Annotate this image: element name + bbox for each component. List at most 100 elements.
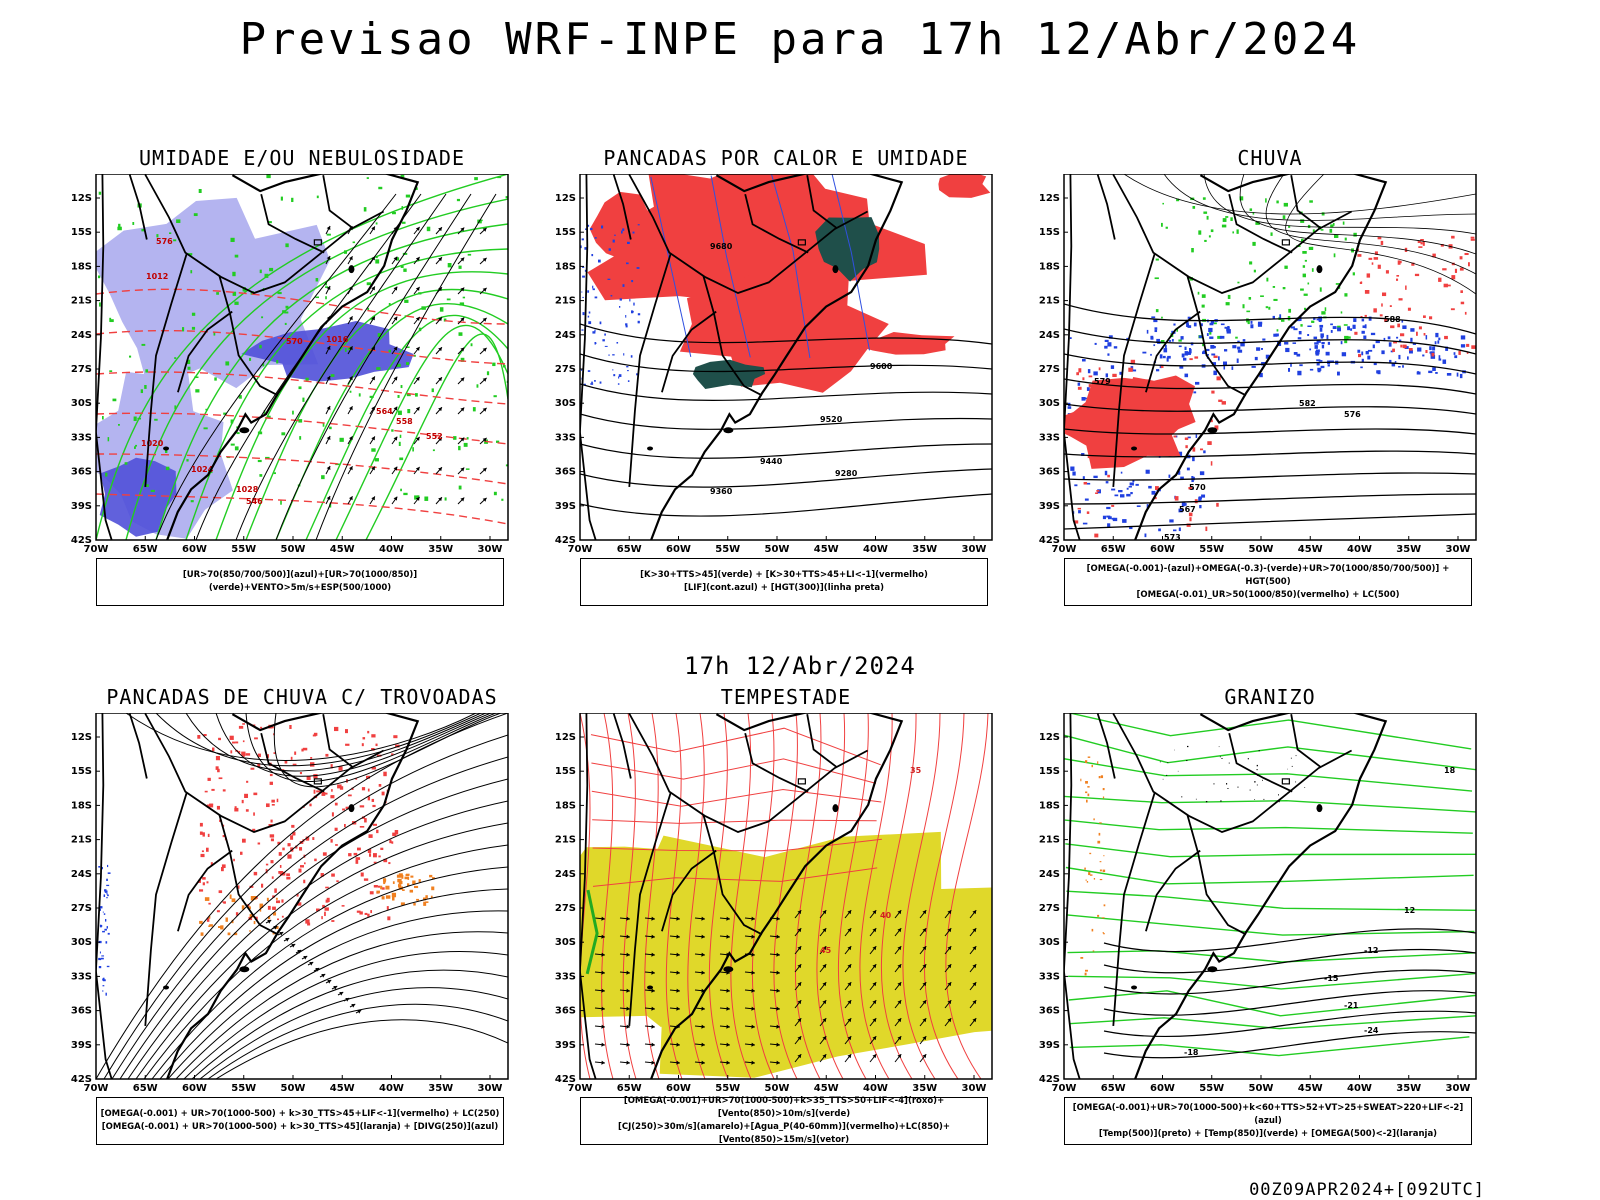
lat-tick-label: 36S [71, 467, 92, 478]
legend-caption: [UR>70(850/700/500)](azul)+[UR>70(1000/8… [96, 558, 504, 606]
panel-chuva: CHUVA 588 582 576 570 567 573 579 12S 15S 18S 21S 2… [1030, 146, 1510, 616]
contour-label: 18 [1444, 766, 1456, 775]
map-plot: 9680 9600 9520 9440 9360 9280 12S 15S 18S 21S 24S 2… [555, 174, 993, 555]
lat-tick-label: 12S [71, 193, 92, 204]
contour-label: 558 [396, 417, 413, 426]
contour-label: -18 [1184, 1048, 1199, 1057]
lat-tick-label: 36S [1039, 1006, 1060, 1017]
lat-tick-label: 39S [1039, 1040, 1060, 1051]
lat-tick-label: 15S [1039, 227, 1060, 238]
contour-label: 564 [376, 407, 393, 416]
lon-tick-label: 35W [912, 544, 937, 555]
lat-tick-label: 24S [71, 330, 92, 341]
lon-tick-label: 55W [1199, 1083, 1224, 1094]
contour-label: -21 [1344, 1001, 1359, 1010]
lon-tick-label: 50W [281, 544, 306, 555]
lat-tick-label: 24S [1039, 869, 1060, 880]
lon-tick-label: 35W [912, 1083, 937, 1094]
panel-title: PANCADAS DE CHUVA C/ TROVOADAS [106, 685, 498, 709]
lat-tick-label: 18S [1039, 261, 1060, 272]
lat-tick-label: 27S [1039, 903, 1060, 914]
lon-tick-label: 45W [330, 544, 355, 555]
lat-tick-label: 27S [555, 364, 576, 375]
lon-tick-label: 30W [1446, 1083, 1471, 1094]
lat-tick-label: 30S [1039, 937, 1060, 948]
footer-run-info: 00Z09APR2024+[092UTC] [1249, 1180, 1485, 1200]
lon-tick-label: 45W [814, 544, 839, 555]
contour-label: 546 [246, 497, 263, 506]
contour-label: 576 [156, 237, 173, 246]
legend-caption-line: [CJ(250)>30m/s](amarelo)+[Agua_P(40-60mm… [617, 1122, 951, 1145]
lat-tick-label: 27S [1039, 364, 1060, 375]
lat-tick-label: 39S [1039, 501, 1060, 512]
lon-tick-label: 70W [568, 1083, 593, 1094]
contour-label: 9440 [760, 457, 783, 466]
legend-caption-line: [OMEGA(-0.001)-(azul)+OMEGA(-0.3)-(verde… [1086, 563, 1450, 587]
lon-tick-label: 55W [231, 1083, 256, 1094]
lat-tick-label: 12S [1039, 732, 1060, 743]
lat-tick-label: 30S [1039, 398, 1060, 409]
lat-tick-label: 24S [1039, 330, 1060, 341]
lon-tick-label: 45W [814, 1083, 839, 1094]
contour-label: 576 [1344, 410, 1361, 419]
lon-tick-label: 70W [1052, 1083, 1077, 1094]
lon-tick-label: 40W [379, 1083, 404, 1094]
lon-tick-label: 65W [1101, 544, 1126, 555]
lat-tick-label: 15S [555, 227, 576, 238]
main-title: Previsao WRF-INPE para 17h 12/Abr/2024 [239, 14, 1361, 65]
lat-tick-label: 18S [555, 261, 576, 272]
lon-tick-label: 50W [765, 544, 790, 555]
contour-label: 40 [880, 911, 892, 920]
lon-tick-label: 40W [1347, 1083, 1372, 1094]
lon-tick-label: 60W [1150, 544, 1175, 555]
lat-tick-label: 24S [555, 869, 576, 880]
lat-tick-label: 12S [555, 732, 576, 743]
lat-tick-label: 33S [555, 971, 576, 982]
contour-label: 12 [1404, 906, 1415, 915]
lat-tick-label: 18S [555, 800, 576, 811]
contour-label: -15 [1324, 974, 1339, 983]
panel-pancadas-trovoadas: PANCADAS DE CHUVA C/ TROVOADAS 12S 15S 18S… [62, 685, 542, 1155]
lon-tick-label: 50W [765, 1083, 790, 1094]
contour-label: 9360 [710, 487, 733, 496]
panel-title: PANCADAS POR CALOR E UMIDADE [603, 146, 969, 170]
lon-tick-label: 55W [1199, 544, 1224, 555]
lon-tick-label: 30W [962, 1083, 987, 1094]
contour-label: 567 [1179, 505, 1196, 514]
lon-tick-label: 30W [478, 544, 503, 555]
lon-tick-label: 40W [863, 544, 888, 555]
lat-tick-label: 39S [71, 1040, 92, 1051]
lon-tick-label: 45W [330, 1083, 355, 1094]
contour-label: 570 [286, 337, 303, 346]
contour-label: 1016 [326, 335, 349, 344]
contour-label: 1020 [141, 439, 164, 448]
legend-caption-line: [OMEGA(-0.01)_UR>50(1000/850)(vermelho) … [1136, 589, 1400, 600]
panel-tempestade: TEMPESTADE 40 45 35 12S 15S 18S 21S 24S 27S 30S 33… [546, 685, 1026, 1155]
lat-tick-label: 39S [555, 501, 576, 512]
legend-caption-line: [OMEGA(-0.001)+UR>70(1000-500)+k>35_TTS>… [623, 1096, 945, 1119]
map-plot: -12 -15 -18 -21 -24 12 18 12S 15S 18S 21S 24S 27S 30S… [1039, 713, 1477, 1094]
lat-tick-label: 21S [71, 296, 92, 307]
lat-tick-label: 21S [1039, 296, 1060, 307]
lon-tick-label: 60W [182, 544, 207, 555]
lon-tick-label: 30W [1446, 544, 1471, 555]
lat-tick-label: 42S [1039, 535, 1060, 546]
lon-tick-label: 60W [666, 1083, 691, 1094]
legend-caption: [OMEGA(-0.001) + UR>70(1000-500) + k>30_… [96, 1097, 504, 1145]
lon-tick-label: 70W [84, 544, 109, 555]
lon-tick-label: 65W [1101, 1083, 1126, 1094]
contour-label: 9680 [710, 242, 733, 251]
lon-tick-label: 65W [617, 1083, 642, 1094]
lon-tick-label: 70W [568, 544, 593, 555]
legend-caption-line: [OMEGA(-0.001) + UR>70(1000-500) + k>30_… [100, 1109, 500, 1119]
lat-tick-label: 36S [71, 1006, 92, 1017]
lat-tick-label: 42S [1039, 1074, 1060, 1085]
lat-tick-label: 18S [1039, 800, 1060, 811]
lon-tick-label: 50W [281, 1083, 306, 1094]
lat-tick-label: 39S [71, 501, 92, 512]
lat-tick-label: 27S [71, 364, 92, 375]
lat-tick-label: 36S [555, 467, 576, 478]
lon-tick-label: 40W [1347, 544, 1372, 555]
